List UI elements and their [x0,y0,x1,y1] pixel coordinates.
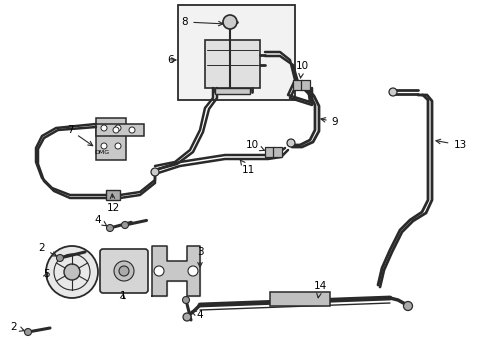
Bar [292,80,302,90]
Circle shape [183,313,191,321]
Circle shape [115,125,121,131]
Circle shape [187,266,198,276]
FancyBboxPatch shape [100,249,148,293]
Text: 1: 1 [120,291,126,301]
Text: 11: 11 [240,160,254,175]
Circle shape [115,143,121,149]
Circle shape [114,261,134,281]
Bar [178,5,294,100]
Circle shape [24,328,31,336]
Text: 14: 14 [313,281,326,298]
Bar [269,292,329,306]
Text: 2: 2 [11,322,24,332]
Text: 2: 2 [39,243,57,256]
Text: 8: 8 [182,17,223,27]
Circle shape [403,301,412,310]
Text: 5: 5 [43,269,50,279]
Circle shape [223,15,237,29]
Bar [204,40,260,88]
Circle shape [113,127,119,133]
Circle shape [154,266,163,276]
Text: 4: 4 [95,215,106,226]
Circle shape [46,246,98,298]
Text: 13: 13 [435,139,466,150]
Circle shape [388,88,396,96]
Text: 3: 3 [196,247,203,267]
Text: 6: 6 [167,55,174,65]
Circle shape [286,139,294,147]
Text: 9: 9 [320,117,338,127]
Text: 7: 7 [66,125,93,146]
Circle shape [151,168,159,176]
Circle shape [64,264,80,280]
Bar [215,88,249,94]
Text: DMG: DMG [94,150,109,156]
Circle shape [121,221,128,229]
Circle shape [57,255,63,261]
Text: 10: 10 [245,140,264,150]
Circle shape [106,225,113,231]
Bar [301,80,309,90]
Polygon shape [152,246,200,296]
Bar [264,147,273,157]
Circle shape [129,127,135,133]
Text: 12: 12 [106,194,120,213]
Bar [106,190,120,200]
Bar [96,118,126,160]
Bar [272,147,282,157]
Circle shape [101,125,107,131]
Text: 10: 10 [295,61,308,78]
Circle shape [182,297,189,303]
Circle shape [101,143,107,149]
Bar [96,124,143,136]
Circle shape [119,266,129,276]
Text: 4: 4 [191,310,203,320]
